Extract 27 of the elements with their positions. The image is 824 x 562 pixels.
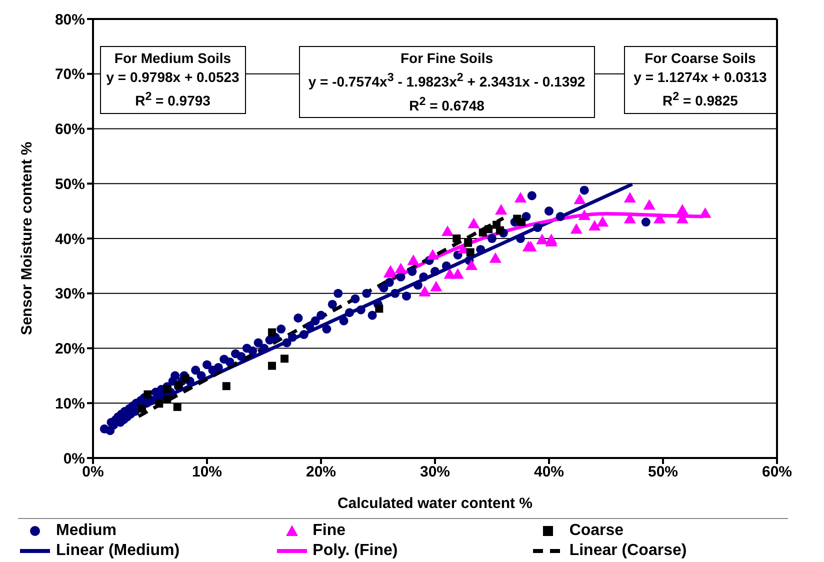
y-tick-label: 80% bbox=[54, 11, 85, 28]
text: For Fine Soils y = -0.7574x$^{3}$ - 1.9823x$^{2}$ + 2.3431x - 0.1392 R$^{2}$ = 0.6748 bbox=[308, 50, 586, 114]
y-tick-label: 0% bbox=[63, 450, 85, 468]
annotation: For Coarse Soils y = 1.1274x + 0.0313 R$^{2}$ = 0.9825 bbox=[624, 49, 776, 111]
y-axis-title: Sensor Moisture content % bbox=[18, 142, 36, 336]
y-tick-label: 50% bbox=[54, 176, 85, 193]
y-tick-label: 60% bbox=[54, 121, 85, 138]
x-tick-label: 40% bbox=[534, 464, 564, 481]
legend-label: Linear (Coarse) bbox=[569, 541, 687, 561]
y-tick-label: 20% bbox=[54, 340, 85, 358]
legend-label: Linear (Medium) bbox=[56, 541, 180, 561]
legend-label: Poly. (Fine) bbox=[312, 541, 398, 561]
x-tick-label: 50% bbox=[648, 464, 678, 481]
x-tick-label: 20% bbox=[306, 464, 336, 481]
y-tick-label: 30% bbox=[54, 286, 85, 303]
y-tick-label: 10% bbox=[54, 395, 85, 412]
legend-label: Coarse bbox=[569, 521, 624, 541]
x-tick-label: 10% bbox=[192, 464, 222, 481]
x-tick-label: 0% bbox=[82, 464, 104, 481]
y-tick-label: 40% bbox=[54, 230, 85, 248]
x-tick-label: 30% bbox=[420, 464, 450, 481]
y-tick-label: 70% bbox=[54, 66, 85, 84]
annotation: For Medium Soils y = 0.9798x + 0.0523 R$^{2}$ = 0.9793 bbox=[100, 49, 245, 111]
x-tick-label: 60% bbox=[762, 464, 792, 481]
x-axis-title: Calculated water content % bbox=[337, 495, 533, 512]
legend-label: Medium bbox=[56, 521, 116, 541]
legend-label: Fine bbox=[312, 521, 346, 541]
